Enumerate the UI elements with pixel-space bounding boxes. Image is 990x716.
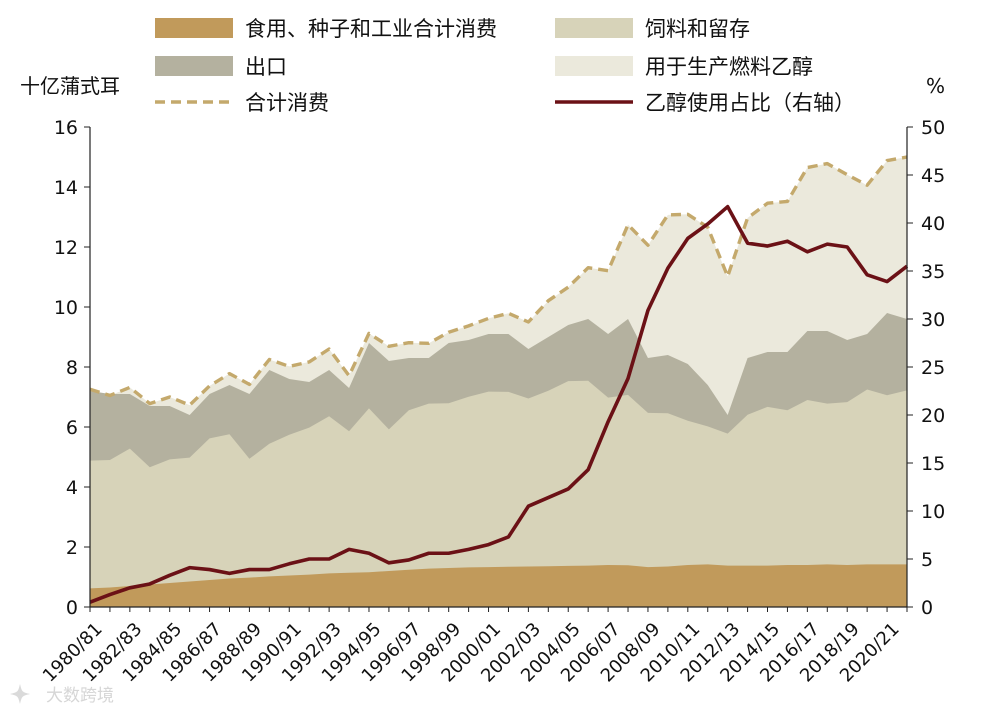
right-tick-label: 10 <box>921 501 945 523</box>
right-tick-label: 20 <box>921 405 945 427</box>
legend-label: 用于生产燃料乙醇 <box>645 55 813 79</box>
left-tick-label: 4 <box>66 477 78 499</box>
right-tick-label: 25 <box>921 357 945 379</box>
area-2 <box>90 380 907 607</box>
left-tick-label: 10 <box>54 297 78 319</box>
watermark-text: 大数跨境 <box>46 686 114 706</box>
legend-swatch <box>555 18 633 38</box>
right-tick-label: 15 <box>921 453 945 475</box>
legend-item: 乙醇使用占比（右轴） <box>555 91 855 115</box>
right-tick-label: 5 <box>921 549 933 571</box>
left-tick-label: 12 <box>54 237 78 259</box>
left-tick-label: 16 <box>54 117 78 139</box>
sparkle-logo-icon <box>10 684 30 704</box>
left-tick-label: 8 <box>66 357 78 379</box>
legend-label: 食用、种子和工业合计消费 <box>245 17 497 41</box>
legend-label: 乙醇使用占比（右轴） <box>645 91 855 115</box>
right-tick-label: 40 <box>921 213 945 235</box>
legend-label: 饲料和留存 <box>645 17 750 41</box>
left-axis-unit: 十亿蒲式耳 <box>20 74 120 98</box>
legend-item: 食用、种子和工业合计消费 <box>155 17 497 41</box>
legend-item: 出口 <box>155 55 287 79</box>
right-tick-label: 50 <box>921 117 945 139</box>
right-tick-label: 45 <box>921 165 945 187</box>
legend-item: 合计消费 <box>155 91 329 115</box>
series-lines <box>89 155 909 604</box>
stacked-areas <box>90 157 907 607</box>
total-consumption-line <box>89 155 908 407</box>
legend-item: 用于生产燃料乙醇 <box>555 55 813 79</box>
ethanol-share-line <box>89 204 909 604</box>
legend-label: 合计消费 <box>245 91 329 115</box>
legend-swatch <box>155 18 233 38</box>
left-tick-label: 6 <box>66 417 78 439</box>
right-tick-label: 0 <box>921 597 933 619</box>
legend-label: 出口 <box>245 55 287 79</box>
left-tick-label: 2 <box>66 537 78 559</box>
left-tick-label: 0 <box>66 597 78 619</box>
legend-item: 饲料和留存 <box>555 17 750 41</box>
right-axis-unit: % <box>926 74 945 98</box>
watermark: 大数跨境 <box>10 684 114 706</box>
legend-swatch <box>555 56 633 76</box>
right-tick-label: 35 <box>921 261 945 283</box>
left-tick-label: 14 <box>54 177 78 199</box>
right-tick-label: 30 <box>921 309 945 331</box>
area-1 <box>90 564 907 607</box>
legend-swatch <box>155 56 233 76</box>
